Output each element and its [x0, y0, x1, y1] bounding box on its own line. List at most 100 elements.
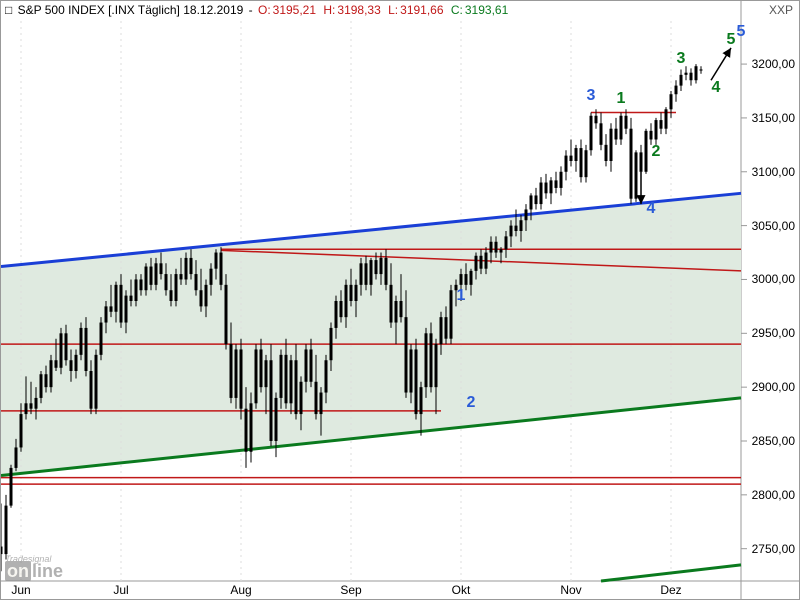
candle [305, 349, 308, 381]
candle [145, 267, 148, 291]
ohlc-high: H:3198,33 [323, 3, 382, 17]
candle [630, 129, 633, 199]
chart-plot[interactable] [1, 1, 800, 600]
candle [365, 263, 368, 285]
ohlc-close: C:3193,61 [451, 3, 510, 17]
candle [650, 131, 653, 140]
candle [55, 360, 58, 368]
candle [685, 73, 688, 75]
candle [275, 398, 278, 441]
candle [220, 253, 223, 285]
x-tick-label: Jun [11, 583, 30, 597]
candle [465, 274, 468, 285]
candle [270, 360, 273, 441]
wave-label: 5 [727, 31, 736, 49]
candle [165, 274, 168, 290]
candle [500, 249, 503, 252]
candle [50, 360, 53, 387]
candle [475, 256, 478, 271]
chart-container: □ S&P 500 INDEX [.INX Täglich] 18.12.201… [0, 0, 800, 600]
candle [125, 296, 128, 323]
candle [295, 360, 298, 414]
candle [95, 355, 98, 409]
y-tick-label: 3200,00 [752, 57, 795, 71]
candle [20, 414, 23, 447]
candle [675, 86, 678, 95]
candle [335, 301, 338, 328]
candle [100, 323, 103, 355]
candle [550, 180, 553, 193]
ohlc-open: O:3195,21 [258, 3, 318, 17]
wave-label: 5 [737, 23, 746, 41]
y-tick-label: 2950,00 [752, 326, 795, 340]
candle [360, 263, 363, 285]
candle [555, 180, 558, 188]
candle [540, 183, 543, 205]
candle [645, 131, 648, 172]
candle [315, 382, 318, 414]
candle [290, 360, 293, 403]
wave-label: 3 [677, 50, 686, 68]
candle [375, 260, 378, 274]
candle [620, 116, 623, 140]
y-tick-label: 3050,00 [752, 219, 795, 233]
candle [200, 290, 203, 306]
chart-header: □ S&P 500 INDEX [.INX Täglich] 18.12.201… [5, 3, 512, 17]
x-tick-label: Dez [660, 583, 681, 597]
y-tick-label: 2900,00 [752, 380, 795, 394]
candle [255, 349, 258, 403]
candle [655, 120, 658, 139]
candle [510, 226, 513, 237]
candle [615, 129, 618, 140]
candle [580, 148, 583, 177]
candle [300, 382, 303, 414]
candle [245, 409, 248, 452]
x-tick-label: Nov [560, 583, 581, 597]
candle [320, 393, 323, 415]
candle [520, 220, 523, 231]
wave-label: 4 [647, 200, 656, 218]
candle [680, 75, 683, 86]
candle [60, 333, 63, 367]
candle [240, 349, 243, 408]
candle [40, 374, 43, 398]
y-tick-label: 3000,00 [752, 272, 795, 286]
candle [235, 349, 238, 397]
candle [180, 274, 183, 279]
candle [425, 333, 428, 387]
candle [230, 344, 233, 398]
candle [575, 148, 578, 161]
y-tick-label: 2750,00 [752, 542, 795, 556]
candle [595, 116, 598, 124]
chart-title: S&P 500 INDEX [.INX Täglich] 18.12.2019 [18, 3, 244, 17]
symbol-icon: □ [5, 3, 12, 17]
ohlc-low: L:3191,66 [388, 3, 445, 17]
wave-label: 1 [617, 90, 626, 108]
candle [490, 242, 493, 253]
candle [690, 73, 693, 81]
candle [150, 267, 153, 285]
candle [380, 258, 383, 274]
candle [345, 285, 348, 317]
candle [535, 195, 538, 204]
candle [640, 152, 643, 171]
x-tick-label: Sep [340, 583, 361, 597]
candle [660, 120, 663, 129]
fill-zone [1, 193, 741, 475]
candle [75, 355, 78, 371]
candle [370, 260, 373, 285]
wave-label: 3 [587, 87, 596, 105]
candle [120, 285, 123, 323]
candle [35, 398, 38, 409]
candle [560, 172, 563, 188]
candle [410, 349, 413, 392]
candle [160, 263, 163, 274]
candle [110, 306, 113, 311]
candle [590, 116, 593, 150]
candle [325, 360, 328, 392]
y-tick-label: 2850,00 [752, 434, 795, 448]
y-tick-label: 2800,00 [752, 488, 795, 502]
candle [695, 66, 698, 80]
candle [210, 269, 213, 285]
arrow-up [711, 48, 731, 80]
